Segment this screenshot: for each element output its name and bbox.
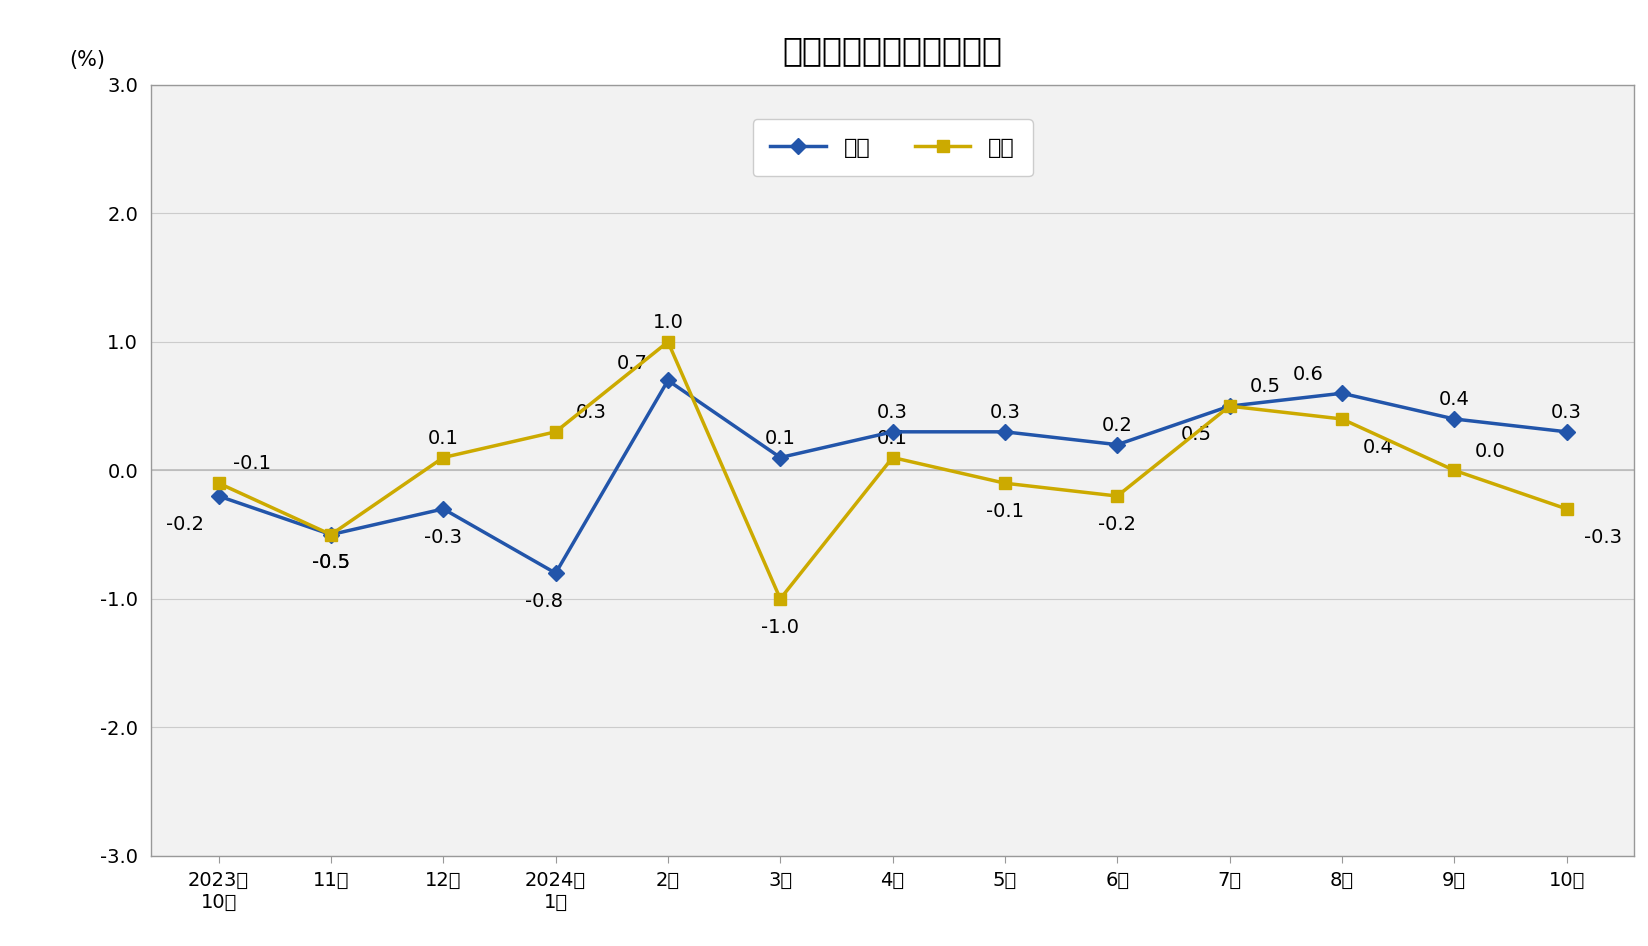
Text: 0.7: 0.7 <box>616 354 648 374</box>
同比 <box>658 375 677 386</box>
同比 <box>770 452 789 464</box>
Legend: 同比, 环比: 同比, 环比 <box>751 119 1032 176</box>
Text: 0.5: 0.5 <box>1249 377 1280 396</box>
Title: 全国居民消费价格涨跌幅: 全国居民消费价格涨跌幅 <box>783 34 1002 67</box>
Text: 0.3: 0.3 <box>877 403 908 422</box>
环比 <box>433 452 453 464</box>
Text: 0.1: 0.1 <box>765 429 796 447</box>
环比 <box>994 478 1014 489</box>
同比 <box>433 503 453 515</box>
Text: -0.2: -0.2 <box>166 515 204 534</box>
同比 <box>209 490 229 501</box>
Text: -0.3: -0.3 <box>1582 528 1620 547</box>
同比 <box>1107 439 1127 450</box>
Text: -0.5: -0.5 <box>311 553 349 572</box>
Text: -0.2: -0.2 <box>1098 515 1135 534</box>
环比 <box>1556 503 1575 515</box>
环比 <box>1332 413 1351 425</box>
Text: 0.1: 0.1 <box>427 429 458 447</box>
Text: -0.8: -0.8 <box>526 592 564 611</box>
Text: 0.0: 0.0 <box>1473 442 1505 461</box>
同比 <box>882 426 901 437</box>
Text: -1.0: -1.0 <box>761 618 799 637</box>
Line: 同比: 同比 <box>213 375 1571 579</box>
Text: 0.3: 0.3 <box>575 403 606 422</box>
环比 <box>1220 400 1239 412</box>
Text: (%): (%) <box>69 49 105 69</box>
Text: 0.1: 0.1 <box>877 429 908 447</box>
同比 <box>1220 400 1239 412</box>
同比 <box>1556 426 1575 437</box>
Text: 0.2: 0.2 <box>1101 416 1132 435</box>
Text: -0.3: -0.3 <box>424 528 461 547</box>
Text: 0.6: 0.6 <box>1292 364 1323 383</box>
Line: 环比: 环比 <box>213 337 1571 604</box>
Text: -0.1: -0.1 <box>986 502 1023 521</box>
同比 <box>1444 413 1463 425</box>
Text: 0.4: 0.4 <box>1361 438 1393 457</box>
环比 <box>545 426 565 437</box>
环比 <box>658 336 677 347</box>
环比 <box>1107 490 1127 501</box>
同比 <box>1332 388 1351 399</box>
Text: 0.3: 0.3 <box>1551 403 1580 422</box>
同比 <box>545 568 565 579</box>
Text: 0.4: 0.4 <box>1439 390 1468 410</box>
环比 <box>321 529 341 540</box>
Text: -0.5: -0.5 <box>311 553 349 572</box>
环比 <box>209 478 229 489</box>
Text: 1.0: 1.0 <box>653 313 682 332</box>
Text: -0.1: -0.1 <box>234 454 272 473</box>
环比 <box>770 593 789 604</box>
环比 <box>1444 464 1463 476</box>
同比 <box>994 426 1014 437</box>
Text: 0.3: 0.3 <box>989 403 1020 422</box>
同比 <box>321 529 341 540</box>
Text: 0.5: 0.5 <box>1180 425 1211 444</box>
环比 <box>882 452 901 464</box>
